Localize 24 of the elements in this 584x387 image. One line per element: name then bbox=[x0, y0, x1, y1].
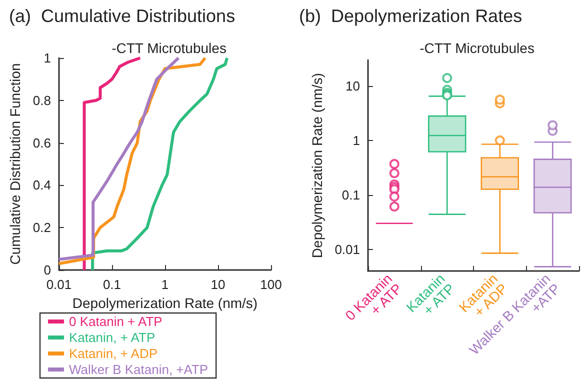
x-axis-title: Depolymerization Rate (nm/s) bbox=[72, 294, 258, 311]
x-tick-label: 10 bbox=[210, 277, 226, 292]
y-tick-label: 0 bbox=[44, 262, 51, 278]
y-axis-title: Depolymerization Rate (nm/s) bbox=[308, 72, 325, 258]
y-tick-label: 0.2 bbox=[32, 220, 51, 236]
legend-label: Walker B Katanin, +ATP bbox=[69, 362, 208, 377]
legend-label: Katanin, + ATP bbox=[69, 330, 156, 345]
legend-label: Katanin, + ADP bbox=[69, 346, 158, 361]
y-tick-label: 1 bbox=[44, 50, 51, 66]
y-tick-label: 0.01 bbox=[334, 242, 360, 257]
y-tick-label: 0.4 bbox=[32, 178, 51, 193]
y-tick-label: 0.1 bbox=[342, 187, 360, 202]
y-axis-title: Cumulative Distribution Function bbox=[7, 63, 23, 265]
y-tick-label: 0.8 bbox=[32, 92, 51, 108]
chart-title: (b) Depolymerization Rates bbox=[299, 6, 522, 26]
chart-subtitle: -CTT Microtubules bbox=[420, 40, 534, 56]
y-tick-label: 10 bbox=[346, 78, 360, 94]
y-tick-label: 1 bbox=[352, 132, 360, 148]
x-tick-label: 0.1 bbox=[102, 277, 122, 292]
chart-subtitle: -CTT Microtubules bbox=[112, 40, 226, 56]
x-tick-label: 1 bbox=[161, 277, 169, 292]
x-tick-label: 100 bbox=[260, 277, 282, 292]
y-tick-label: 0.6 bbox=[32, 135, 51, 150]
chart-title: (a) Cumulative Distributions bbox=[9, 6, 236, 26]
